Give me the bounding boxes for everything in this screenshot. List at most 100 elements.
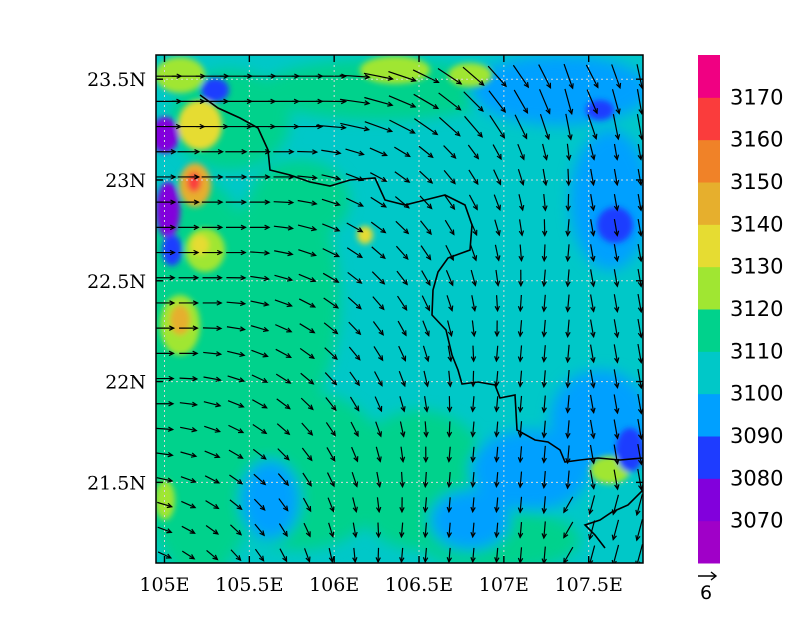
- wind-arrow: [613, 244, 620, 263]
- x-tick-label: 107.5E: [555, 574, 623, 596]
- wind-arrow: [470, 370, 476, 388]
- wind-arrow: [541, 319, 547, 338]
- wind-arrow: [517, 345, 524, 363]
- wind-arrow: [470, 396, 476, 413]
- wind-arrow: [347, 296, 362, 310]
- wind-arrow: [370, 196, 387, 208]
- colorbar-swatch: [698, 478, 720, 522]
- wind-arrow: [637, 268, 643, 288]
- wind-arrow: [611, 89, 621, 115]
- wind-arrow: [254, 523, 266, 537]
- wind-arrow: [249, 224, 271, 231]
- wind-arrow: [492, 144, 502, 161]
- wind-arrow: [437, 68, 463, 85]
- wind-arrow: [419, 195, 433, 210]
- wind-arrow: [363, 72, 394, 81]
- wind-arrow: [494, 269, 501, 287]
- wind-arrow: [422, 522, 429, 539]
- wind-arrow: [298, 249, 317, 257]
- wind-arrow: [613, 319, 620, 339]
- wind-arrow: [156, 224, 177, 231]
- wind-arrow: [446, 396, 453, 413]
- wind-arrow: [493, 169, 502, 186]
- wind-arrow: [494, 370, 500, 388]
- wind-arrow: [297, 149, 319, 155]
- wind-arrow: [352, 547, 358, 563]
- wind-arrow: [274, 299, 293, 308]
- colorbar-swatch: [698, 182, 720, 225]
- wind-arrow: [277, 473, 290, 487]
- wind-arrow: [156, 325, 176, 331]
- wind-arrow: [517, 496, 524, 514]
- wind-arrow: [470, 522, 476, 539]
- wind-arrow: [413, 93, 440, 110]
- wind-arrow: [303, 548, 311, 563]
- wind-arrow: [637, 143, 643, 161]
- wind-arrow: [494, 320, 500, 338]
- wind-arrow: [539, 89, 551, 115]
- wind-arrow: [156, 249, 176, 256]
- wind-arrow: [364, 96, 394, 107]
- wind-arrow: [613, 444, 620, 466]
- wind-arrow: [517, 446, 524, 464]
- colorbar-swatch: [698, 266, 720, 310]
- wind-arrow: [423, 396, 430, 413]
- wind-arrow: [180, 476, 197, 484]
- wind-arrow: [299, 323, 316, 334]
- wind-arrow: [225, 174, 248, 180]
- wind-arrow: [321, 198, 341, 207]
- wind-arrow: [156, 451, 174, 458]
- wind-arrow: [613, 193, 620, 212]
- wind-arrow: [420, 245, 432, 261]
- wind-arrow: [324, 347, 338, 360]
- wind-arrow: [565, 319, 571, 338]
- colorbar-swatch: [698, 436, 720, 479]
- wind-arrow: [252, 424, 268, 435]
- wind-arrow: [586, 89, 598, 115]
- wind-arrow: [202, 224, 224, 231]
- wind-arrow: [399, 522, 405, 539]
- colorbar-label: 3100: [730, 382, 783, 406]
- wind-arrow: [637, 318, 643, 339]
- wind-arrow: [470, 472, 476, 488]
- wind-arrow: [180, 426, 198, 433]
- wind-arrow: [635, 519, 643, 542]
- wind-arrow: [517, 421, 524, 439]
- wind-arrow: [469, 219, 478, 237]
- wind-arrow: [397, 295, 408, 312]
- colorbar: 3070 3080 3090 3100 3110 3120 3130 3140 3150 3160…: [698, 55, 783, 564]
- wind-arrow: [250, 300, 270, 307]
- wind-arrow: [566, 143, 572, 162]
- wind-arrow: [541, 471, 547, 489]
- wind-arrow: [321, 149, 342, 156]
- colorbar-swatch: [698, 351, 720, 395]
- wind-arrow: [179, 325, 199, 331]
- wind-arrow: [613, 369, 620, 390]
- wind-arrow: [179, 401, 199, 407]
- wind-arrow: [541, 420, 547, 439]
- wind-arrow: [326, 447, 336, 462]
- wind-arrow: [399, 471, 405, 489]
- wind-arrow: [203, 351, 223, 357]
- y-tick-label: 22N: [105, 372, 146, 394]
- wind-arrow: [226, 326, 246, 332]
- wind-arrow: [446, 421, 453, 438]
- wind-arrow: [203, 376, 222, 382]
- wind-arrow: [420, 220, 432, 236]
- wind-arrow: [399, 396, 406, 413]
- wind-arrow: [328, 522, 335, 538]
- wind-arrow: [517, 169, 525, 187]
- wind-arrow: [514, 114, 528, 140]
- wind-arrow: [422, 547, 429, 563]
- wind-arrow: [589, 394, 596, 415]
- wind-arrow: [517, 320, 524, 338]
- wind-arrow: [251, 349, 269, 358]
- colorbar-swatch: [698, 139, 720, 183]
- wind-arrow: [180, 451, 198, 458]
- colorbar-label: 3080: [730, 466, 783, 490]
- wind-arrow: [251, 374, 269, 383]
- wind-arrow: [421, 295, 430, 312]
- wind-arrow: [422, 345, 430, 363]
- colorbar-label: 3140: [730, 212, 783, 236]
- wind-arrow: [226, 249, 247, 256]
